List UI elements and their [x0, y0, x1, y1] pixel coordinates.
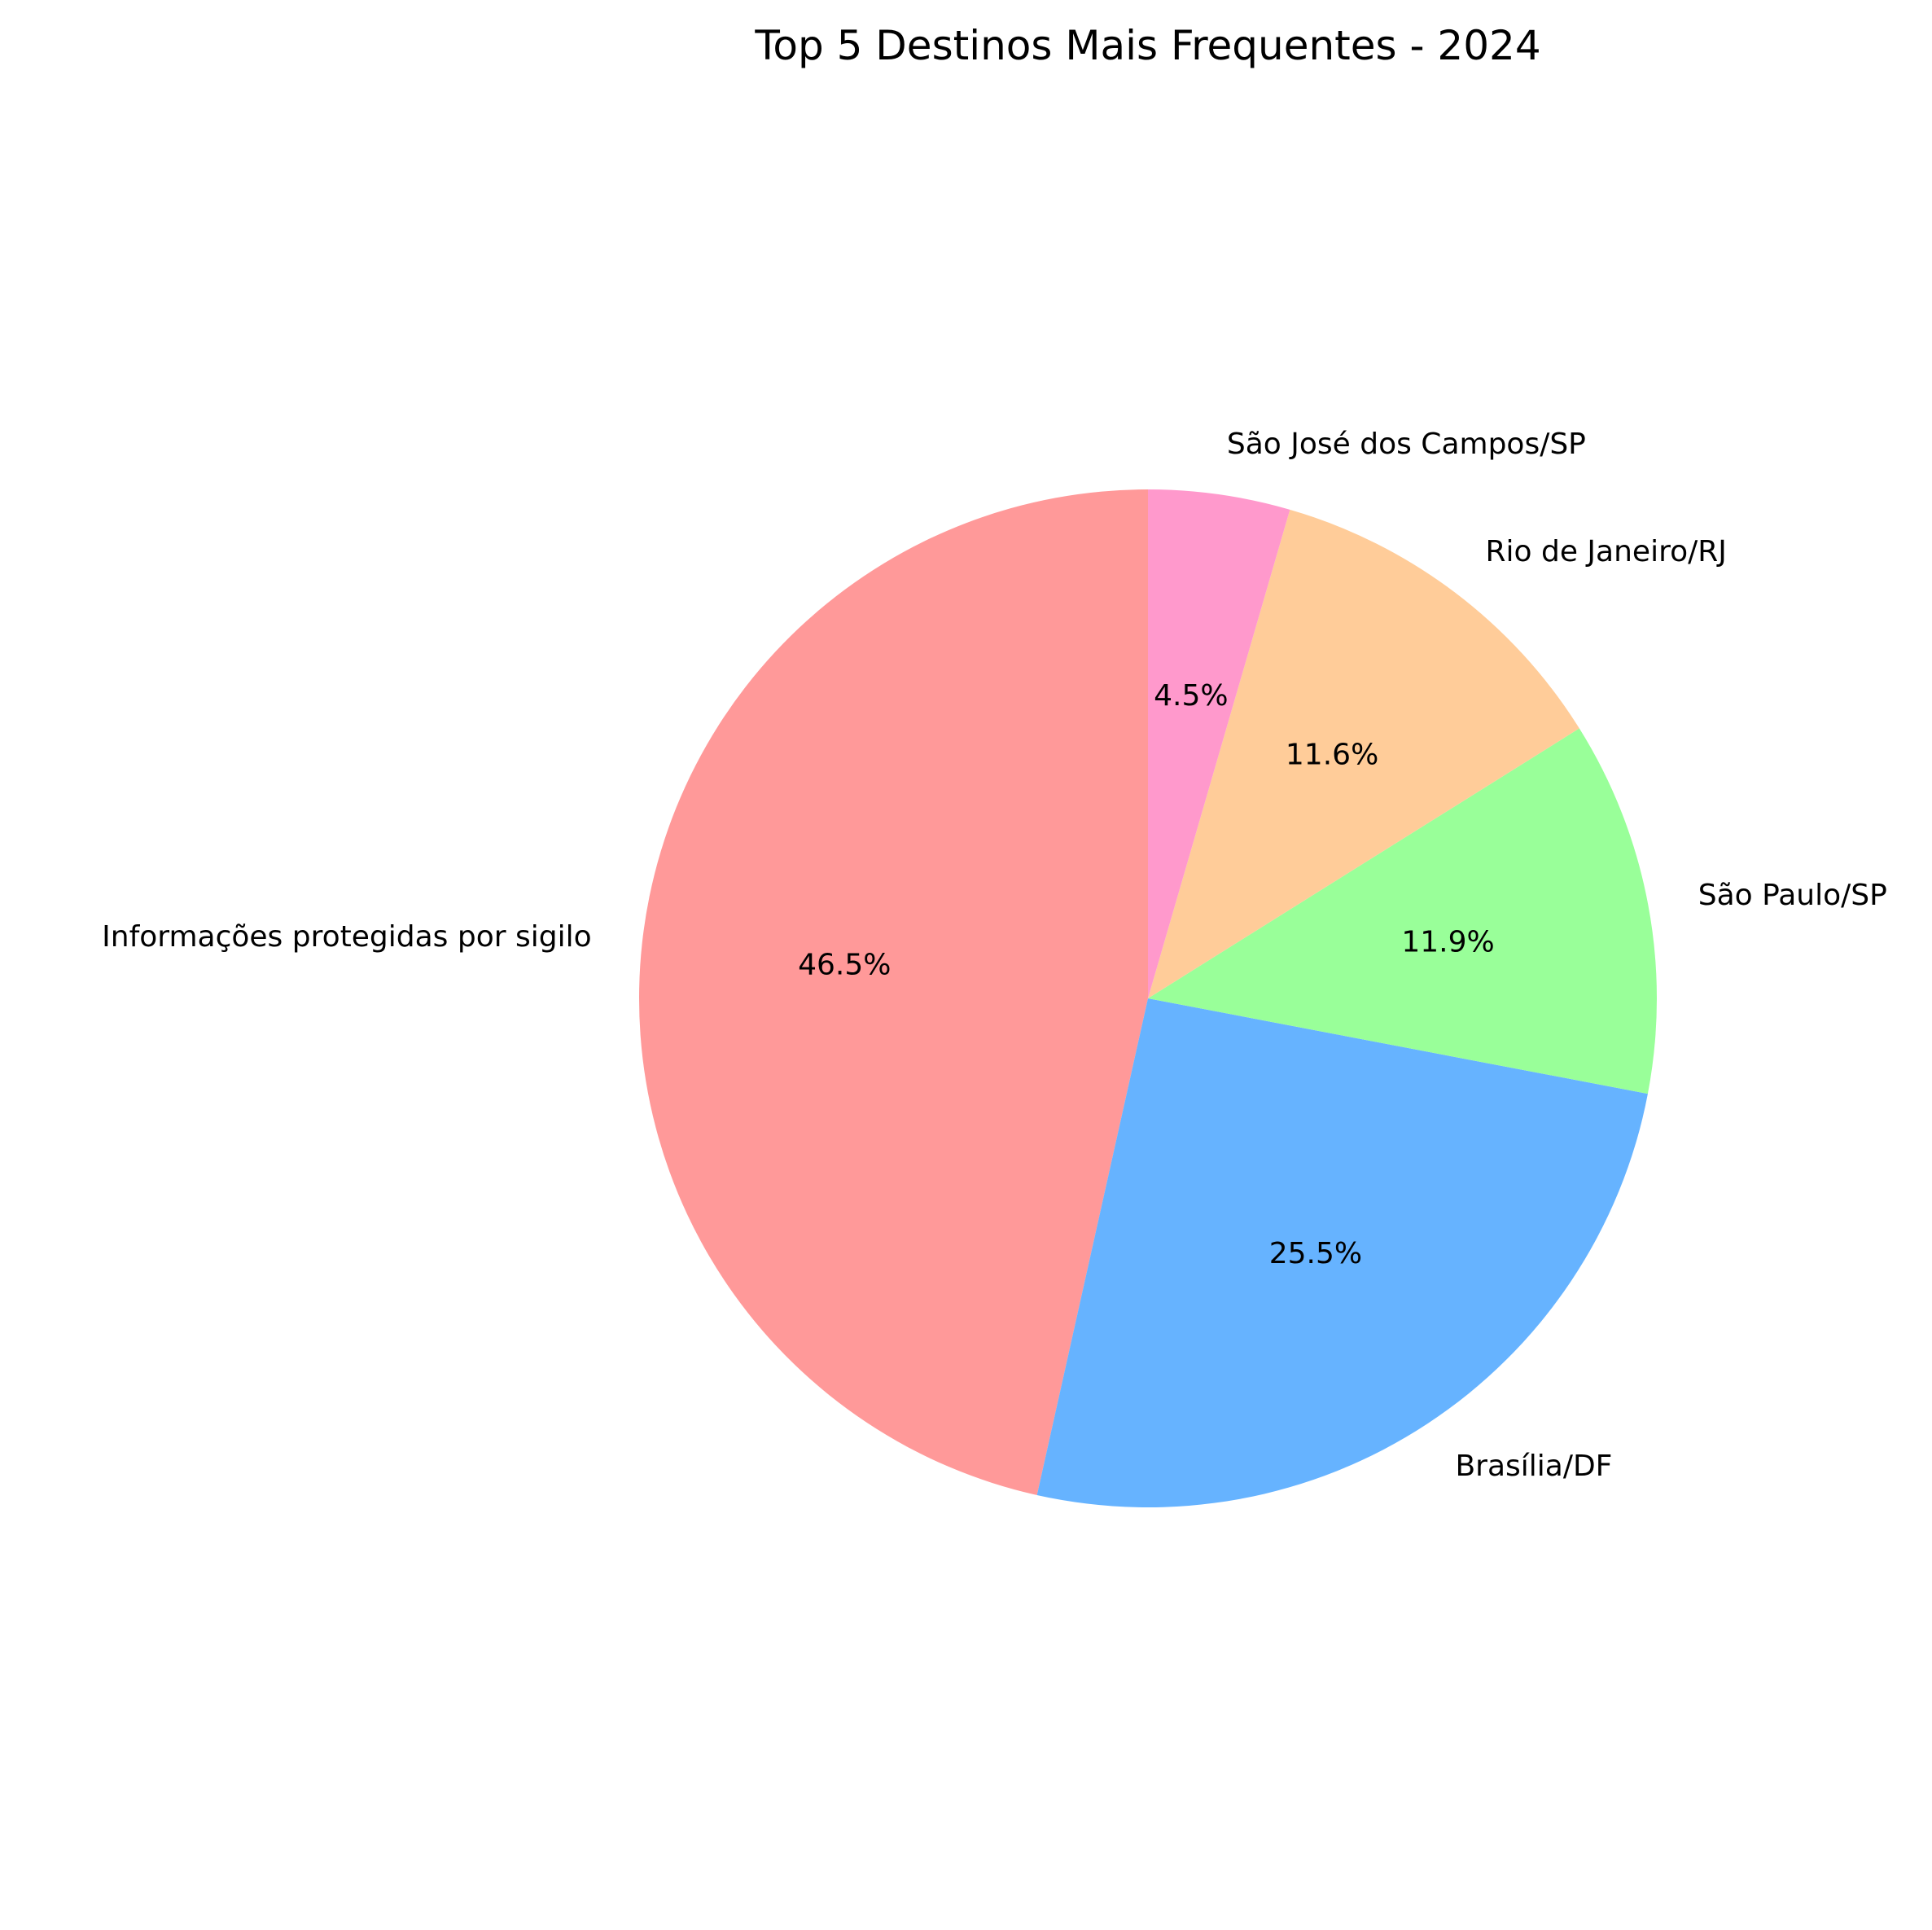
chart-title: Top 5 Destinos Mais Frequentes - 2024: [754, 22, 1540, 69]
slice-label: São José dos Campos/SP: [1227, 428, 1586, 461]
slice-label: Informações protegidas por sigilo: [102, 920, 591, 954]
pie-slices: [639, 489, 1657, 1507]
pie-slice-informacoes-protegidas-por-sigilo: [639, 489, 1148, 1495]
pie-slice-sao-paulo-sp: [1148, 728, 1657, 1094]
pie-slice-brasilia-df: [1036, 998, 1648, 1507]
slice-label: Rio de Janeiro/RJ: [1486, 535, 1727, 568]
slice-percentage-label: 4.5%: [1154, 679, 1228, 713]
pie-slice-rio-de-janeiro-rj: [1148, 509, 1579, 998]
slice-percentage-label: 11.6%: [1286, 738, 1378, 771]
pie-labels: Informações protegidas por sigilo 46.5% Br…: [102, 428, 1887, 1483]
slice-label: Brasília/DF: [1455, 1450, 1612, 1483]
slice-percentage-label: 46.5%: [798, 948, 891, 981]
slice-label: São Paulo/SP: [1698, 879, 1887, 912]
slice-percentage-label: 11.9%: [1401, 925, 1494, 958]
slice-percentage-label: 25.5%: [1269, 1237, 1362, 1270]
pie-slice-sao-jose-dos-campos-sp: [1148, 489, 1290, 998]
